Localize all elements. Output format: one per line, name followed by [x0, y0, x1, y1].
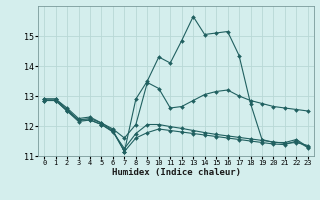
X-axis label: Humidex (Indice chaleur): Humidex (Indice chaleur) — [111, 168, 241, 177]
